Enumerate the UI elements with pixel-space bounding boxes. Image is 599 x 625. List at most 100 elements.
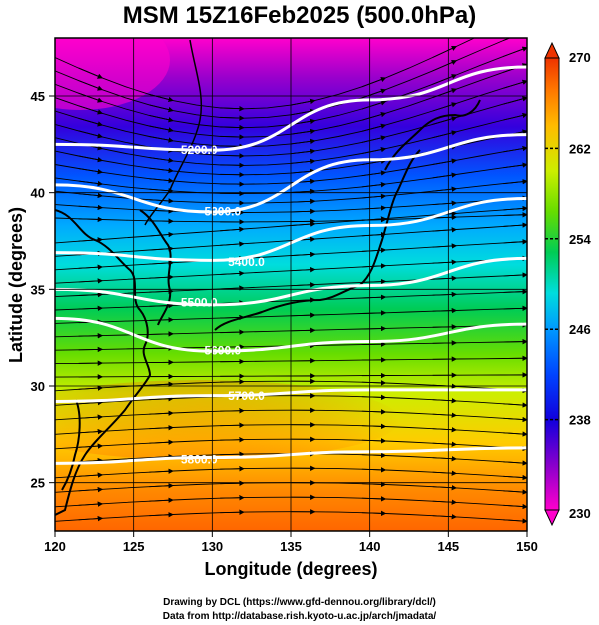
wind-arrow: [78, 117, 104, 127]
wind-arrow: [78, 192, 104, 199]
wind-arrow: [503, 239, 527, 245]
wind-arrow: [78, 130, 104, 139]
latitude-ticks: 25 30 35 40 45: [31, 89, 55, 491]
x-tick-label: 135: [280, 539, 302, 554]
wind-arrow: [290, 266, 316, 273]
wind-arrow: [432, 186, 458, 192]
colorbar-min-arrow: [544, 509, 560, 527]
wind-arrow: [361, 123, 387, 132]
wind-arrow: [78, 291, 104, 298]
wind-arrow: [220, 437, 245, 443]
wind-arrow: [432, 441, 458, 447]
wind-arrow: [361, 216, 387, 223]
wind-arrow: [503, 112, 527, 121]
warm-band-shading: [55, 380, 400, 460]
wind-arrow: [503, 205, 527, 212]
wind-arrow: [149, 483, 174, 489]
wind-arrow: [149, 302, 174, 309]
contour-line: [55, 196, 527, 262]
hokkaido-coastline: [384, 99, 481, 171]
wind-arrow: [361, 510, 387, 517]
x-tick-label: 130: [201, 539, 223, 554]
y-axis-label: Latitude (degrees): [6, 207, 26, 363]
wind-arrow: [290, 108, 316, 116]
wind-arrow: [290, 208, 316, 215]
wind-arrow: [220, 451, 245, 457]
wind-arrow: [361, 88, 387, 99]
wind-arrow: [220, 509, 245, 515]
wind-arrow: [78, 80, 104, 91]
wind-arrow: [149, 454, 174, 460]
wind-arrow: [78, 105, 104, 115]
colorbar-tick-label: 238: [569, 413, 591, 428]
contour-label: 5800.0: [181, 453, 218, 467]
china-coastline: [55, 209, 152, 516]
wind-arrow: [78, 385, 104, 391]
y-tick-label: 35: [31, 282, 45, 297]
wind-arrow: [361, 181, 387, 188]
wind-arrow: [503, 416, 527, 423]
wind-arrow: [220, 115, 245, 121]
wind-arrow: [220, 466, 245, 472]
wind-arrow: [290, 98, 316, 106]
wind-arrow: [78, 515, 104, 522]
wind-arrow: [78, 155, 104, 163]
wind-arrow: [503, 431, 527, 437]
wind-arrow: [149, 208, 174, 214]
wind-arrow: [432, 214, 458, 220]
wind-arrow: [503, 79, 527, 89]
contour-label: 5500.0: [181, 296, 218, 310]
colorbar-ticks: 238 246 254 262: [545, 141, 591, 428]
credit-drawing: Drawing by DCL (https://www.gfd-dennou.o…: [163, 597, 436, 608]
wind-arrow: [149, 260, 174, 266]
wind-arrow: [78, 414, 104, 420]
wind-arrow: [149, 468, 174, 474]
colorbar-body: [544, 57, 560, 511]
wind-arrow: [432, 158, 458, 165]
wind-arrow: [149, 115, 174, 123]
contour-label: 5400.0: [228, 255, 265, 269]
x-tick-label: 120: [44, 539, 66, 554]
wind-arrow: [220, 124, 245, 131]
wind-arrow: [503, 14, 527, 24]
contour-label: 5700.0: [228, 389, 265, 403]
wind-arrow: [503, 288, 527, 295]
colorbar-tick-label: 246: [569, 322, 591, 337]
wind-arrow: [503, 212, 527, 218]
wind-arrow: [220, 379, 245, 385]
wind-arrow: [432, 275, 458, 282]
wind-arrow: [220, 495, 245, 501]
wind-arrow: [220, 408, 245, 414]
wind-arrow: [78, 264, 104, 270]
wind-arrow: [149, 177, 174, 184]
wind-arrow: [290, 251, 316, 258]
x-tick-label: 125: [123, 539, 145, 554]
wind-arrow: [361, 278, 387, 285]
wind-arrow: [220, 105, 245, 112]
wind-arrow: [149, 288, 174, 295]
colorbar-min-label: 230: [569, 506, 591, 521]
wind-arrow: [503, 222, 527, 228]
y-tick-label: 45: [31, 89, 45, 104]
wind-arrow: [290, 221, 316, 227]
wind-arrow: [78, 237, 104, 243]
wind-arrow: [432, 514, 458, 520]
wind-arrow: [220, 241, 245, 247]
longitude-ticks: 120 125 130 135 140 145 150: [44, 531, 538, 554]
wind-arrow: [220, 422, 245, 428]
x-tick-label: 150: [516, 539, 538, 554]
wind-arrow: [361, 294, 387, 300]
wind-arrow: [290, 188, 316, 195]
wind-arrow: [361, 467, 387, 473]
lat-lon-grid: [55, 38, 527, 531]
credits: Drawing by DCL (https://www.gfd-dennou.o…: [0, 596, 599, 624]
wind-arrow: [78, 67, 104, 79]
map-title: MSM 15Z16Feb2025 (500.0hPa): [122, 2, 477, 29]
wind-arrow: [220, 162, 245, 168]
wind-arrow: [432, 470, 458, 476]
wind-arrow: [149, 396, 174, 402]
wind-arrow: [149, 512, 174, 518]
wind-arrow: [432, 259, 458, 265]
taiwan-coastline: [61, 399, 81, 491]
wind-arrow: [290, 148, 316, 155]
